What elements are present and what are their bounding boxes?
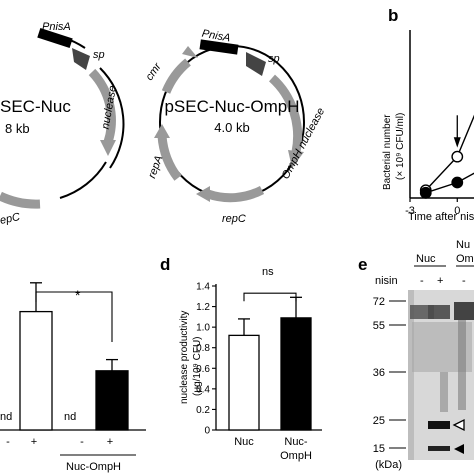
b-point-1-2 bbox=[451, 150, 464, 163]
gel-band-nuclease-processed bbox=[428, 446, 450, 451]
panel-e-lane-label-2: Nu bbox=[456, 239, 470, 251]
mw-markers: 72 55 36 25 15 (kDa) bbox=[373, 296, 406, 471]
d-y-tick-label: 0.6 bbox=[196, 364, 210, 375]
b-point-2-2 bbox=[451, 176, 464, 189]
gel-band-smear-3 bbox=[454, 302, 474, 320]
pnisa-box-2 bbox=[199, 39, 239, 55]
b-nisin-arrow-icon bbox=[453, 137, 461, 148]
mw-36: 36 bbox=[373, 367, 385, 379]
panel-d-cat-1: Nuc bbox=[234, 436, 254, 448]
c-x-category-label: - bbox=[6, 436, 10, 448]
sp-label: sp bbox=[93, 49, 105, 61]
mw-55: 55 bbox=[373, 320, 385, 332]
b-point-2-1 bbox=[419, 186, 432, 199]
repc-label-2: repC bbox=[222, 213, 246, 225]
filled-arrowhead-icon bbox=[454, 444, 464, 454]
panel-e-nisin-sign-2: + bbox=[437, 275, 443, 287]
pnisa-label-2: PnisA bbox=[201, 28, 231, 45]
panel-d-significance: ns bbox=[262, 266, 274, 278]
panel-c-chart: - + - + bbox=[0, 282, 146, 456]
pnisa-box bbox=[37, 27, 73, 49]
panel-b-ylabel-line1: Bacterial number bbox=[382, 114, 393, 190]
panel-d-ylabel-line1: nuclease productivity bbox=[179, 311, 190, 404]
open-arrowhead-icon bbox=[452, 418, 465, 432]
d-bar-2 bbox=[280, 317, 312, 431]
c-x-category-label: + bbox=[107, 436, 113, 448]
pnisa-label: PnisA bbox=[42, 21, 71, 33]
panel-e-letter: e bbox=[358, 255, 367, 274]
d-y-tick-label: 0.4 bbox=[196, 384, 210, 395]
c-bar-2 bbox=[19, 310, 53, 431]
b-x-tick-label: -3 bbox=[405, 205, 415, 217]
panel-d-chart: 0 0.2 0.4 0.6 0.8 1.0 1.2 1.4 bbox=[196, 282, 322, 437]
mw-unit: (kDa) bbox=[375, 459, 402, 471]
mw-15: 15 bbox=[373, 443, 385, 455]
c-bar-4 bbox=[95, 370, 129, 431]
cmr-label: cmr bbox=[144, 60, 165, 83]
panel-c: - + - + nd nd * Nuc-OmpH bbox=[0, 282, 146, 473]
b-x-tick-label: 0 bbox=[454, 205, 460, 217]
plasmid-name-right: pSEC-Nuc-OmpH bbox=[164, 97, 299, 116]
panel-d-letter: d bbox=[160, 255, 170, 274]
panel-e-nisin-sign-3: - bbox=[462, 275, 466, 287]
mw-25: 25 bbox=[373, 415, 385, 427]
b-series-line-1 bbox=[425, 114, 474, 191]
plasmid-map-left: PnisA sp nuclease repC SEC-Nuc 8 kb bbox=[0, 21, 125, 228]
b-series-line-2 bbox=[425, 172, 474, 194]
plasmid-size-left: 8 kb bbox=[5, 121, 30, 136]
d-y-tick-label: 0.8 bbox=[196, 343, 210, 354]
panel-c-nd-2: nd bbox=[64, 411, 76, 423]
panel-c-group2-label: Nuc-OmpH bbox=[66, 461, 121, 473]
cmr-gene-arrow bbox=[161, 58, 191, 94]
d-y-tick-label: 1.4 bbox=[196, 282, 210, 293]
plasmid-map-right: PnisA sp OmpH nuclease repC repA cmr pSE… bbox=[144, 28, 328, 225]
signal-peptide-arrow-2 bbox=[246, 52, 266, 76]
repc-gene-arrow-2 bbox=[206, 185, 265, 203]
panel-d: d nuclease productivity (μg/10⁹ CFU) 0 0.… bbox=[160, 255, 322, 462]
repc-gene-arrow bbox=[0, 191, 41, 209]
d-y-tick-label: 0.2 bbox=[196, 405, 210, 416]
panel-b-ylabel-line2: (× 10⁹ CFU/ml) bbox=[395, 113, 406, 180]
panel-b-xlabel: Time after nisin bbox=[408, 211, 474, 223]
panel-c-nd-1: nd bbox=[0, 411, 12, 423]
repc-label: repC bbox=[0, 211, 21, 228]
plasmid-name-left: SEC-Nuc bbox=[0, 97, 71, 116]
panel-e: e Nuc Nu Om nisin - + - 72 55 36 25 15 (… bbox=[358, 239, 474, 471]
d-y-tick-label: 1.2 bbox=[196, 302, 210, 313]
ompH-nuclease-gene-arrow bbox=[268, 74, 303, 153]
panel-a: PnisA sp nuclease repC SEC-Nuc 8 kb bbox=[0, 21, 327, 228]
gel-band-nuclease bbox=[428, 421, 450, 429]
c-x-category-label: - bbox=[80, 436, 84, 448]
panel-c-significance: * bbox=[75, 287, 81, 303]
d-y-tick-label: 1.0 bbox=[196, 323, 210, 334]
panel-e-lane-label-3: Om bbox=[456, 253, 474, 265]
plasmid-size-right: 4.0 kb bbox=[214, 120, 249, 135]
d-bar-1 bbox=[228, 334, 260, 431]
panel-b-axes: -303 bbox=[405, 30, 474, 217]
gel-band-smear-2 bbox=[428, 305, 450, 319]
panel-d-cat-2-line2: OmpH bbox=[280, 450, 312, 462]
mw-72: 72 bbox=[373, 296, 385, 308]
c-sig-bracket bbox=[35, 291, 113, 342]
panel-e-nisin-label: nisin bbox=[375, 275, 398, 287]
repa-gene-arrow bbox=[157, 135, 182, 181]
panel-e-lane-label-1: Nuc bbox=[416, 253, 436, 265]
d-sig-bracket bbox=[243, 292, 297, 302]
panel-d-cat-2-line1: Nuc- bbox=[284, 436, 308, 448]
d-y-tick-label: 0 bbox=[204, 426, 210, 437]
sp-label-2: sp bbox=[268, 53, 280, 65]
nuclease-gene-arrow bbox=[88, 68, 116, 144]
panel-b-letter: b bbox=[388, 6, 398, 25]
panel-d-ylabel-line2: (μg/10⁹ CFU) bbox=[192, 337, 203, 397]
c-x-category-label: + bbox=[31, 436, 37, 448]
panel-b: b Bacterial number (× 10⁹ CFU/ml) -303 T… bbox=[382, 6, 474, 223]
signal-peptide-arrow bbox=[72, 48, 90, 70]
panel-e-nisin-sign-1: - bbox=[420, 275, 424, 287]
repa-label: repA bbox=[146, 154, 165, 180]
